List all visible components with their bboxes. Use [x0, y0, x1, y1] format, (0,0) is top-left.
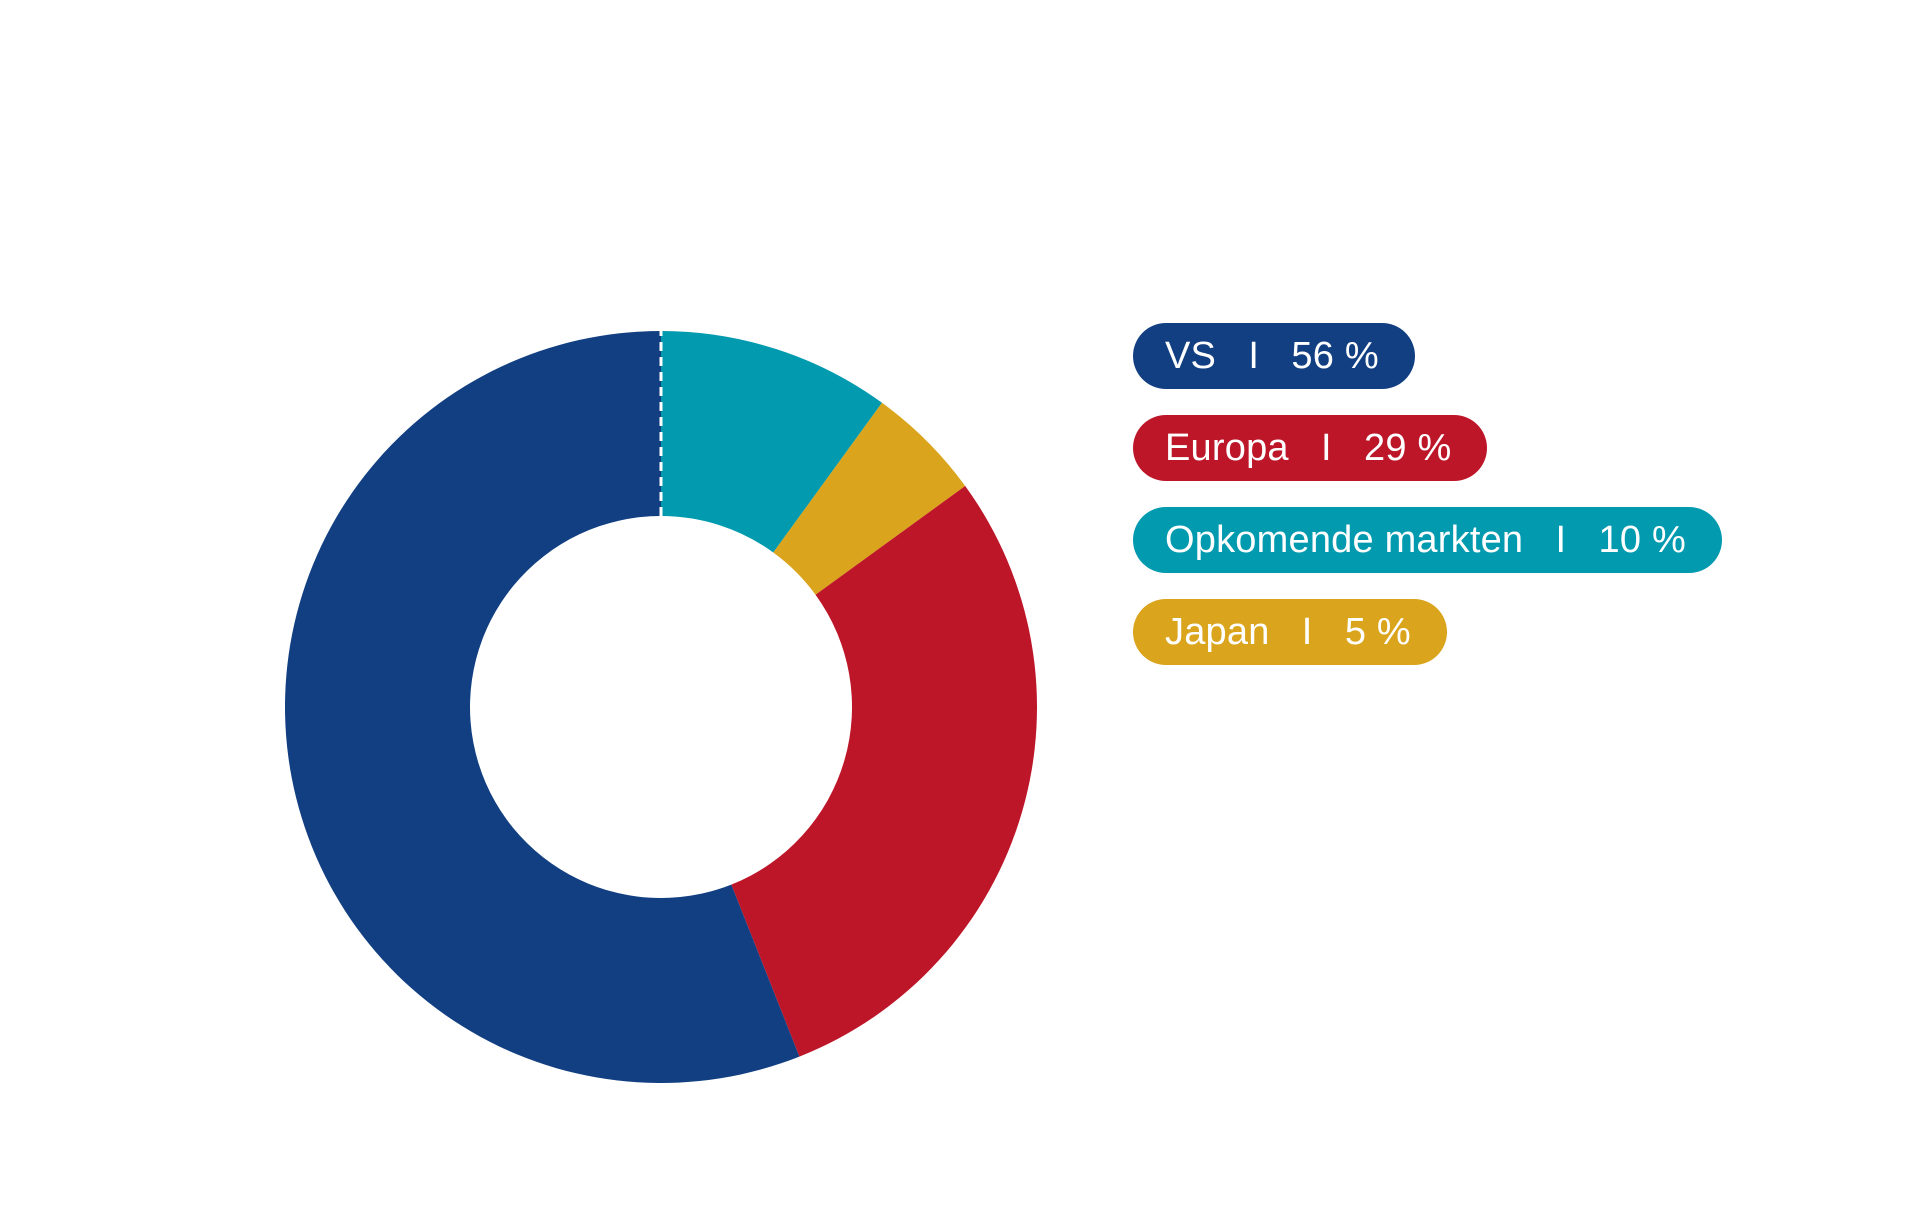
slice-japan [773, 402, 966, 595]
slice-opkomende-markten [661, 331, 883, 553]
legend-item-europa: Europa I 29 % [1133, 415, 1488, 481]
donut-slices [284, 331, 1037, 1083]
legend-item-opkomende-markten: Opkomende markten I 10 % [1133, 507, 1722, 573]
slice-europa [731, 485, 1037, 1057]
slice-vs [284, 331, 800, 1083]
legend-item-japan: Japan I 5 % [1133, 599, 1447, 665]
legend: VS I 56 % Europa I 29 % Opkomende markten … [1133, 323, 1722, 665]
legend-item-vs: VS I 56 % [1133, 323, 1415, 389]
